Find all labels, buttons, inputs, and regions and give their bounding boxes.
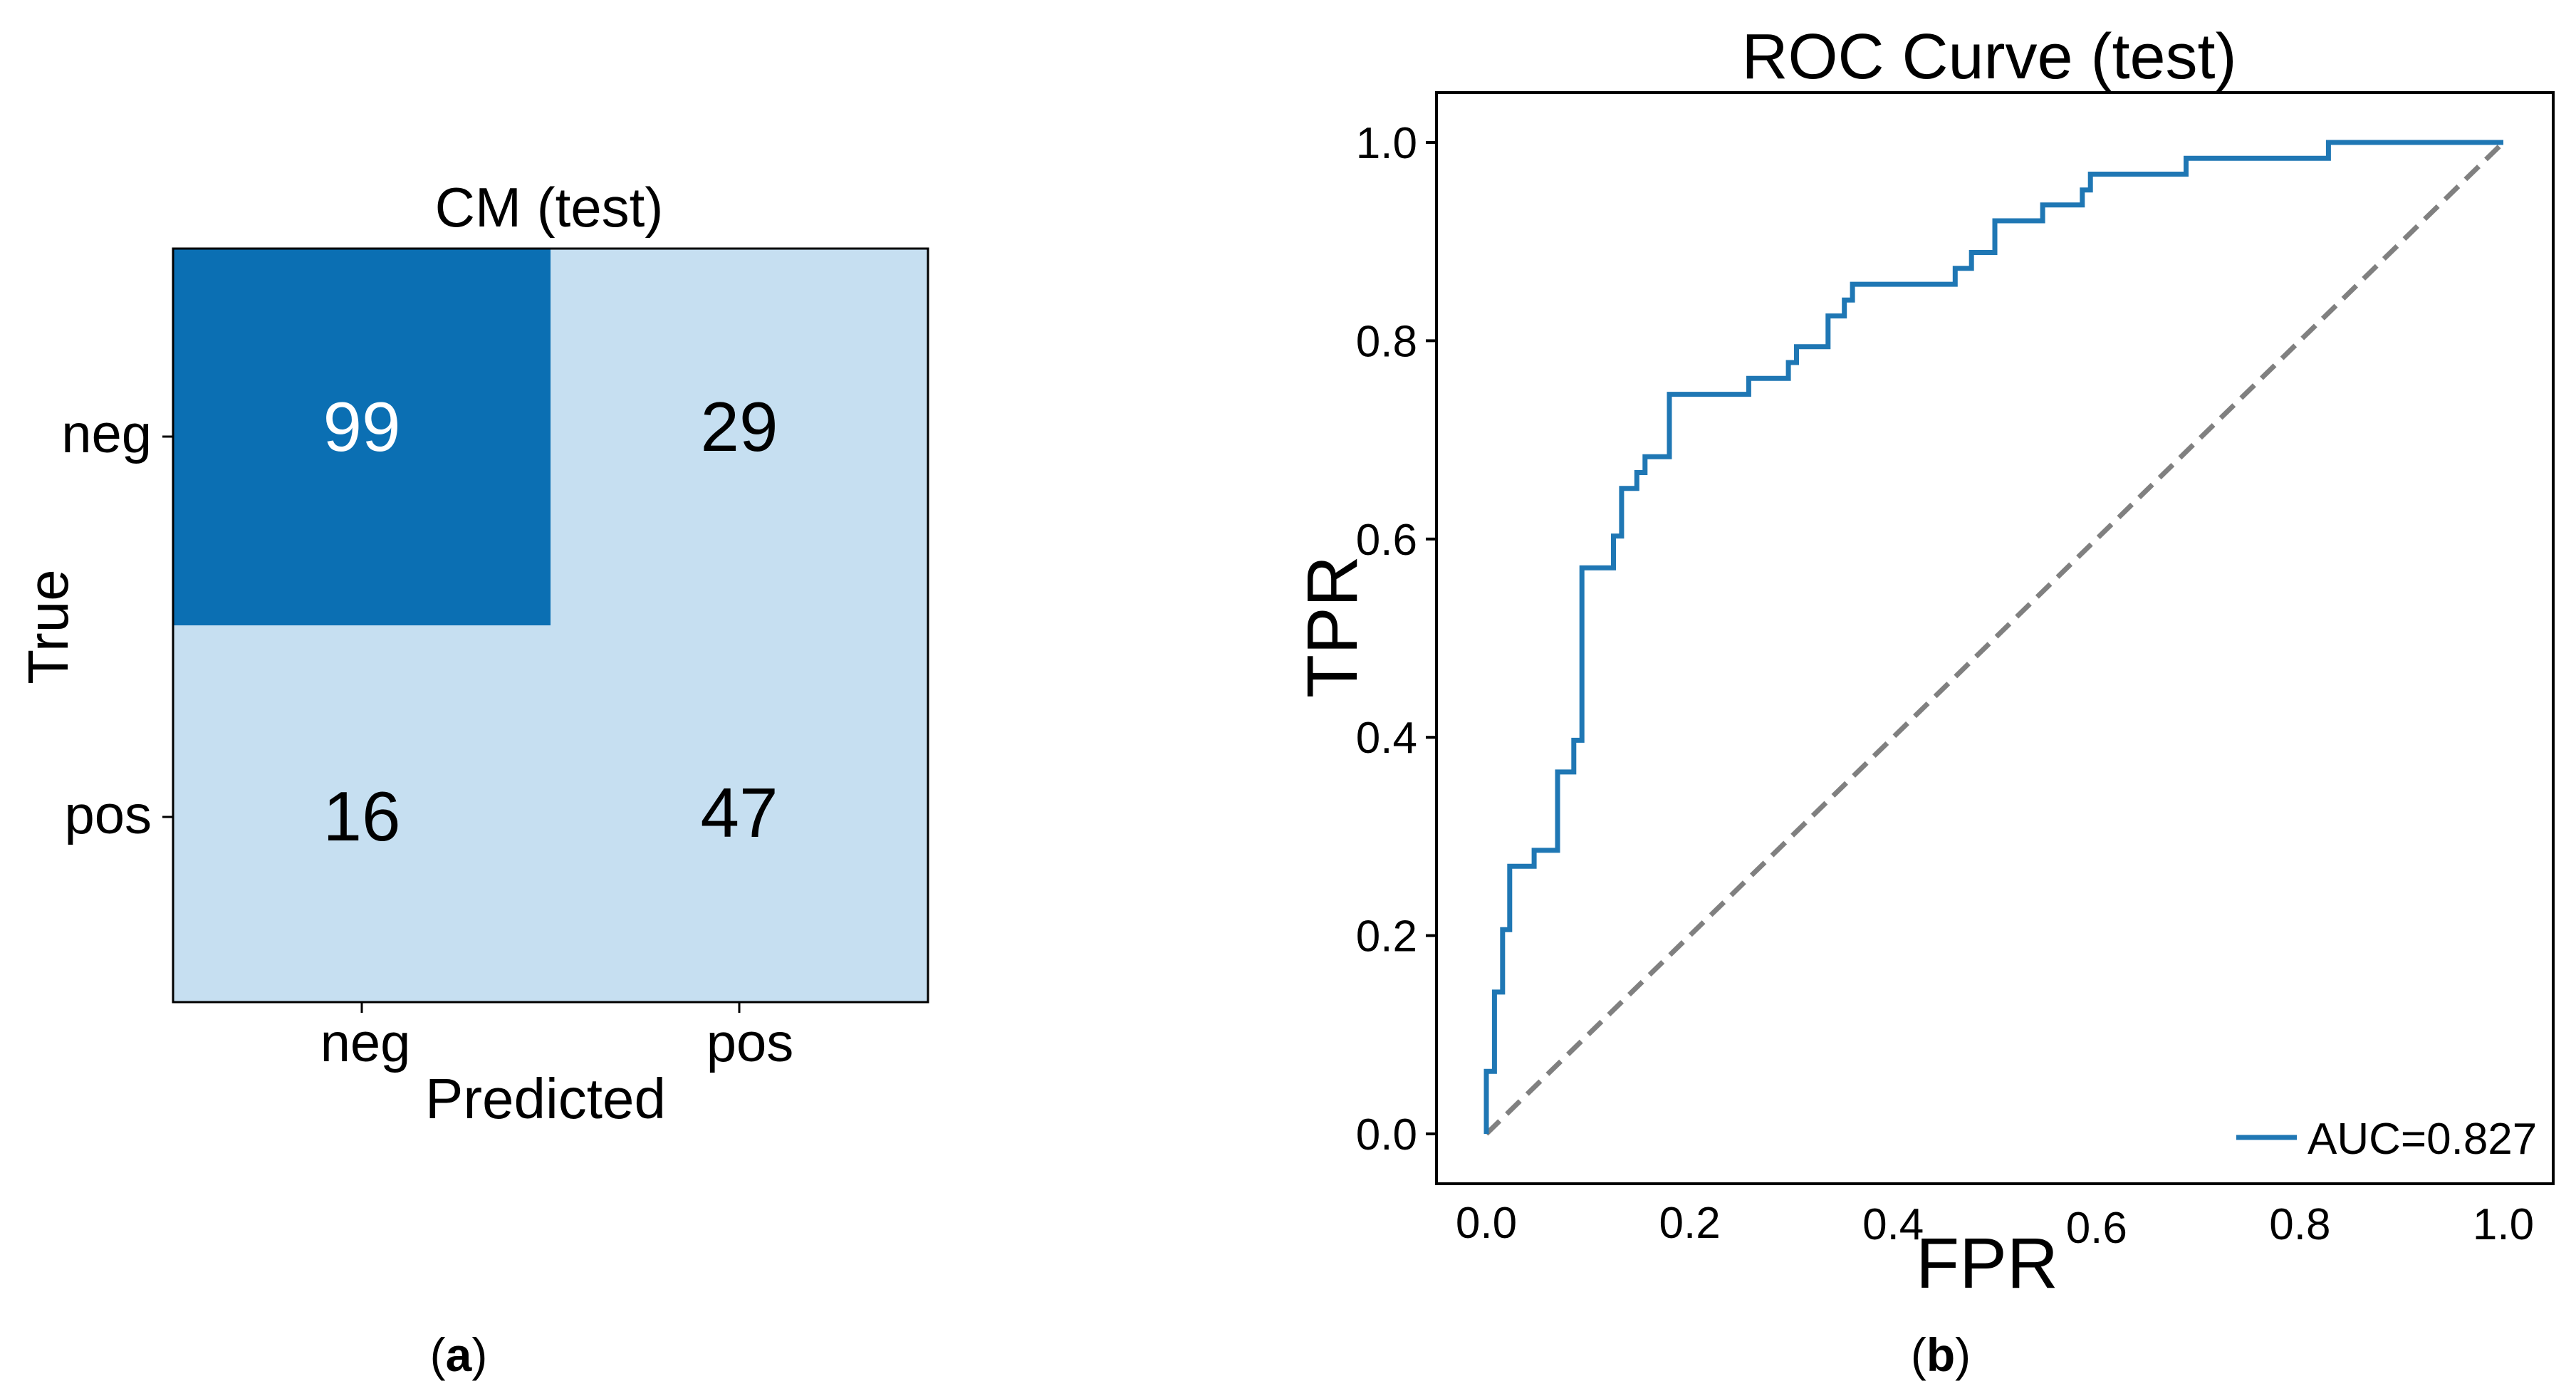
cm-frame bbox=[172, 247, 929, 1004]
roc-x-tick-label: 0.2 bbox=[1659, 1199, 1720, 1248]
cm-cell-true-pos-pred-pos bbox=[551, 625, 928, 1002]
roc-y-tick-label: 0.0 bbox=[1356, 1110, 1417, 1160]
roc-chance-diagonal-line bbox=[1484, 140, 2505, 1136]
cm-y-axis-label: True bbox=[16, 569, 80, 684]
roc-x-tick-label: 1.0 bbox=[2473, 1200, 2534, 1249]
caption-a: (a) bbox=[430, 1328, 488, 1381]
roc-y-tick-label: 0.4 bbox=[1356, 714, 1417, 763]
cm-title: CM (test) bbox=[435, 176, 664, 239]
roc-x-tick-label: 0.6 bbox=[2066, 1204, 2127, 1253]
cm-x-tick-label-neg: neg bbox=[320, 1013, 411, 1073]
roc-y-tick-label: 1.0 bbox=[1356, 119, 1417, 168]
cm-x-axis-label: Predicted bbox=[425, 1067, 666, 1130]
cm-value-true-pos-pred-pos: 47 bbox=[700, 773, 778, 852]
cm-cell-true-pos-pred-neg bbox=[173, 625, 551, 1002]
cm-y-tick-label-neg: neg bbox=[61, 404, 152, 464]
roc-curve-panel: ROC Curve (test) 0.00.20.40.60.81.0 0.0 0… bbox=[1293, 21, 2555, 1381]
roc-y-tick-label: 0.2 bbox=[1356, 912, 1417, 962]
roc-y-tick-label: 0.8 bbox=[1356, 317, 1417, 366]
roc-legend-label: AUC=0.827 bbox=[2308, 1115, 2537, 1164]
cm-value-true-neg-pred-pos: 29 bbox=[700, 387, 778, 466]
roc-title: ROC Curve (test) bbox=[1741, 21, 2236, 93]
cm-value-true-neg-pred-neg: 99 bbox=[323, 387, 400, 466]
cm-x-tick-label-pos: pos bbox=[706, 1013, 794, 1073]
roc-curve-line bbox=[1483, 140, 2503, 1134]
roc-x-tick-label: 0.0 bbox=[1456, 1199, 1517, 1248]
caption-b: (b) bbox=[1911, 1328, 1971, 1381]
cm-cell-true-neg-pred-neg bbox=[173, 249, 551, 625]
roc-y-ticks: 0.0 0.2 0.4 0.6 0.8 1.0 bbox=[1356, 119, 1436, 1160]
roc-x-tick-label: 0.4 bbox=[1862, 1200, 1924, 1249]
cm-y-tick-label-pos: pos bbox=[64, 785, 152, 845]
confusion-matrix-panel: CM (test) 99 29 16 47 neg pos neg pos Pr… bbox=[16, 176, 929, 1381]
roc-x-tick-label: 0.8 bbox=[2269, 1200, 2330, 1249]
roc-y-axis-label: TPR bbox=[1293, 556, 1372, 698]
roc-axes-frame bbox=[1435, 91, 2555, 1185]
roc-y-tick-label: 0.6 bbox=[1356, 516, 1417, 565]
roc-x-axis-label: FPR bbox=[1916, 1224, 2058, 1303]
roc-legend: AUC=0.827 bbox=[2236, 1115, 2537, 1164]
cm-cell-true-neg-pred-pos bbox=[551, 249, 928, 625]
roc-x-ticks: 0.0 0.2 0.4 0.6 0.8 1.0 bbox=[1456, 1199, 2534, 1253]
cm-value-true-pos-pred-neg: 16 bbox=[323, 777, 400, 855]
